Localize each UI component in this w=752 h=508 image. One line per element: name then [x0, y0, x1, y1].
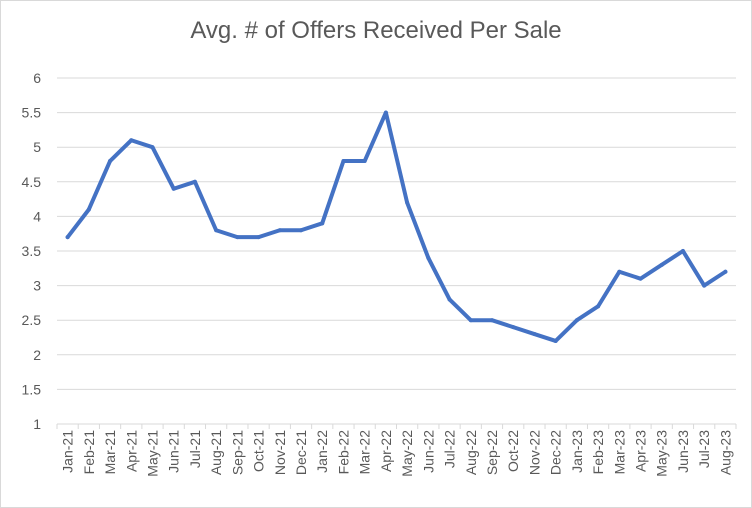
x-tick-label: Jun-22: [420, 430, 436, 473]
x-tick-label: Feb-23: [590, 430, 606, 475]
x-tick-label: Mar-21: [102, 430, 118, 475]
x-tick-label: Nov-21: [272, 430, 288, 475]
x-tick-label: Apr-23: [633, 430, 649, 472]
data-point: [596, 304, 601, 309]
x-tick-label: Sep-21: [229, 430, 245, 475]
data-point: [362, 159, 367, 164]
x-tick-label: Apr-21: [123, 430, 139, 472]
gridlines: [57, 77, 736, 425]
data-point: [638, 276, 643, 281]
data-point: [277, 228, 282, 233]
x-tick-label: May-23: [654, 430, 670, 477]
x-tick-label: Jul-23: [696, 430, 712, 468]
x-tick-label: Jun-21: [166, 430, 182, 473]
x-tick-label: Jul-22: [442, 430, 458, 468]
x-tick-label: May-22: [399, 430, 415, 477]
data-point: [171, 186, 176, 191]
x-tick-label: Apr-22: [378, 430, 394, 472]
x-tick-label: Mar-22: [357, 430, 373, 475]
x-axis-ticks: Jan-21 Feb-21 Mar-21 Apr-21 May-21 Jun-21 Jul-…: [56, 424, 737, 477]
x-tick-label: May-21: [144, 430, 160, 477]
data-point: [405, 200, 410, 205]
y-tick-label: 5: [33, 139, 41, 155]
y-tick-label: 2.5: [22, 312, 42, 328]
data-point: [235, 235, 240, 240]
y-tick-label: 4.5: [22, 174, 42, 190]
y-tick-label: 3: [33, 278, 41, 294]
y-tick-label: 4: [33, 208, 41, 224]
data-point: [86, 207, 91, 212]
x-tick-label: Aug-22: [463, 430, 479, 475]
data-point: [150, 145, 155, 150]
x-tick-label: Jan-21: [60, 430, 76, 473]
x-tick-label: Aug-23: [717, 430, 733, 475]
x-tick-label: Oct-21: [251, 430, 267, 472]
x-tick-label: Feb-22: [335, 430, 351, 475]
data-point: [468, 318, 473, 323]
x-tick-label: Feb-21: [81, 430, 97, 475]
data-point: [65, 235, 70, 240]
x-tick-label: Jan-23: [569, 430, 585, 473]
data-point: [702, 283, 707, 288]
x-tick-label: Nov-22: [526, 430, 542, 475]
y-tick-label: 3.5: [22, 243, 42, 259]
x-tick-label: Mar-23: [611, 430, 627, 475]
y-tick-label: 1.5: [22, 381, 42, 397]
chart-title: Avg. # of Offers Received Per Sale: [190, 17, 562, 44]
series-line: [65, 110, 728, 343]
data-point: [532, 332, 537, 337]
x-tick-label: Jan-22: [314, 430, 330, 473]
x-tick-label: Jun-23: [675, 430, 691, 473]
data-point: [511, 325, 516, 330]
data-point: [447, 297, 452, 302]
x-tick-label: Aug-21: [208, 430, 224, 475]
data-point: [659, 262, 664, 267]
data-point: [553, 338, 558, 343]
data-point: [299, 228, 304, 233]
data-point: [256, 235, 261, 240]
data-point: [129, 138, 134, 143]
data-point: [680, 249, 685, 253]
data-point: [341, 159, 346, 164]
data-point: [108, 159, 113, 164]
x-tick-label: Oct-22: [505, 430, 521, 472]
data-point: [723, 269, 728, 274]
data-point: [489, 318, 494, 323]
y-tick-label: 2: [33, 347, 41, 363]
x-tick-label: Jul-21: [187, 430, 203, 468]
y-tick-label: 5.5: [22, 105, 42, 121]
data-point: [617, 269, 622, 274]
x-tick-label: Dec-22: [548, 430, 564, 475]
data-point: [320, 221, 325, 226]
y-tick-label: 6: [33, 70, 41, 86]
x-tick-label: Dec-21: [293, 430, 309, 475]
data-point: [214, 228, 219, 233]
data-point: [426, 255, 431, 260]
y-axis-ticks: 1 1.5 2 2.5 3 3.5 4 4.5 5 5.5 6: [22, 70, 42, 432]
data-point: [574, 318, 579, 323]
y-tick-label: 1: [33, 416, 41, 432]
x-tick-label: Sep-22: [484, 430, 500, 475]
data-point: [383, 110, 388, 115]
data-point: [192, 179, 197, 184]
